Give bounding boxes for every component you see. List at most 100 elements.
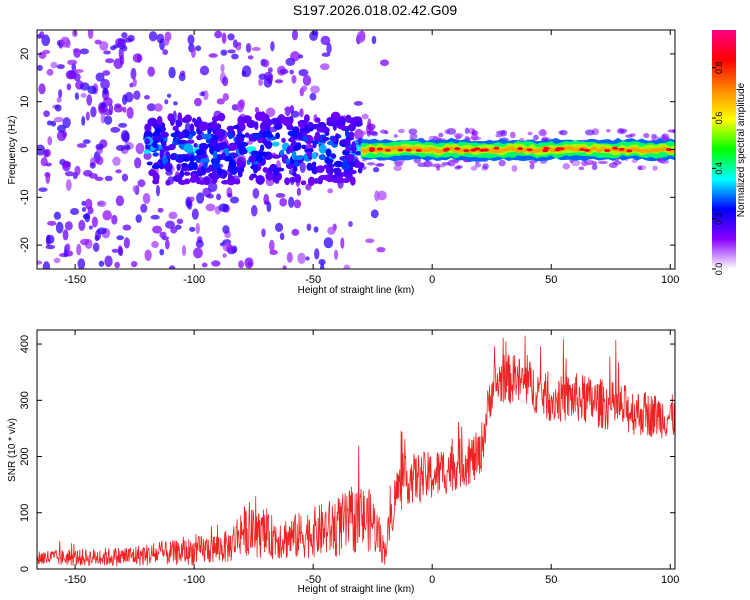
spectrogram-cell bbox=[223, 155, 233, 162]
spectrogram-cell bbox=[45, 162, 52, 167]
spectrogram-cell bbox=[293, 199, 302, 209]
spectrogram-cell bbox=[169, 116, 175, 126]
spectrogram-cell bbox=[134, 157, 142, 169]
spectrogram-cell bbox=[311, 140, 319, 145]
spectrogram-cell bbox=[79, 238, 90, 246]
spectrogram-cell bbox=[210, 120, 218, 130]
spectrogram-cell bbox=[95, 143, 104, 150]
spectrogram-cell bbox=[222, 225, 230, 234]
spectrogram-cell bbox=[318, 144, 327, 154]
spectrogram-cell bbox=[346, 153, 355, 162]
spectrogram-cell bbox=[527, 131, 533, 136]
spectrogram-cell bbox=[148, 31, 158, 42]
spectrogram-cell bbox=[667, 129, 675, 133]
spectrogram-cell bbox=[265, 133, 274, 139]
spectrogram-cell bbox=[190, 130, 197, 137]
spectrogram-cell bbox=[218, 203, 229, 212]
spectrogram-cell bbox=[104, 255, 113, 268]
spectrogram-cell bbox=[115, 37, 125, 48]
spectrogram-cell bbox=[196, 192, 205, 204]
spectrogram-cell bbox=[349, 176, 356, 186]
spectrogram-cell bbox=[316, 126, 325, 133]
spectrogram-cell bbox=[37, 64, 43, 71]
spectrogram-cell bbox=[241, 148, 248, 155]
colorbar-tick-label: 0.4 bbox=[714, 162, 724, 175]
spectrogram-cell bbox=[122, 106, 127, 113]
spectrogram-cell bbox=[637, 165, 643, 171]
spectrogram-cell bbox=[591, 164, 598, 171]
spectrogram-cell bbox=[108, 103, 114, 116]
spectrogram-cell bbox=[361, 113, 369, 120]
spectrogram-cell bbox=[118, 246, 124, 257]
spectrogram-cell bbox=[254, 107, 260, 113]
spectrogram-cell bbox=[132, 185, 137, 193]
spectrogram-cell bbox=[152, 225, 162, 234]
spectrogram-cell bbox=[281, 137, 286, 144]
spectrogram-cell bbox=[299, 161, 306, 174]
spectrogram-cell bbox=[354, 159, 360, 169]
spectrogram-cell bbox=[162, 49, 169, 56]
spectrogram-cell bbox=[215, 129, 225, 138]
spectrogram-cell bbox=[529, 162, 535, 170]
spectrogram-cell bbox=[121, 94, 128, 106]
spectrogram-cell bbox=[212, 150, 218, 159]
spectrogram-cell bbox=[73, 48, 81, 58]
spectrogram-cell bbox=[246, 146, 257, 153]
spectrogram-cell bbox=[125, 144, 131, 151]
spectrogram-cell bbox=[176, 218, 184, 225]
spectrogram-cell bbox=[266, 201, 272, 213]
spectrogram-cell bbox=[343, 168, 352, 178]
spectrogram-cell bbox=[376, 246, 386, 253]
x-tick-label: -50 bbox=[305, 574, 321, 586]
spectrogram-cell bbox=[438, 132, 444, 138]
spectrogram-peak bbox=[493, 146, 500, 150]
spectrogram-cell bbox=[135, 214, 142, 223]
spectrogram-cell bbox=[47, 220, 57, 226]
spectrogram-cell bbox=[474, 163, 482, 168]
spectrogram-cell bbox=[181, 117, 190, 124]
spectrogram-cell bbox=[81, 200, 86, 206]
spectrogram-cell bbox=[351, 144, 357, 154]
spectrogram-cell bbox=[271, 154, 281, 159]
spectrogram-cell bbox=[64, 250, 74, 257]
spectrogram-cell bbox=[348, 131, 355, 139]
spectrogram-cell bbox=[380, 129, 388, 134]
spectrogram-cell bbox=[248, 175, 254, 181]
spectrogram-cell bbox=[191, 208, 199, 220]
spectrogram-cell bbox=[82, 139, 91, 144]
spectrogram-cell bbox=[216, 98, 225, 105]
spectrogram-cell bbox=[578, 166, 585, 171]
spectrogram-cell bbox=[140, 203, 148, 213]
spectrogram-cell bbox=[50, 61, 58, 69]
spectrogram-cell bbox=[64, 221, 73, 231]
spectrogram-cell bbox=[254, 154, 263, 162]
spectrogram-cell bbox=[216, 193, 222, 201]
spectrogram-cell bbox=[85, 111, 90, 121]
spectrogram-cell bbox=[195, 45, 202, 52]
y-tick-label: -20 bbox=[19, 237, 31, 253]
spectrogram-cell bbox=[344, 129, 350, 138]
spectrogram-cell bbox=[241, 70, 247, 77]
spectrogram-cell bbox=[377, 190, 387, 201]
spectrogram-cell bbox=[251, 46, 261, 52]
spectrogram-cell bbox=[366, 130, 371, 137]
spectrogram-cell bbox=[359, 30, 366, 41]
spectrogram-cell bbox=[183, 171, 191, 176]
spectrogram-cell bbox=[326, 42, 332, 54]
spectrogram-cell bbox=[47, 136, 53, 146]
spectrogram-cell bbox=[110, 126, 121, 133]
spectrogram-cell bbox=[62, 229, 69, 241]
spectrogram-cell bbox=[102, 70, 111, 76]
spectrogram-peak bbox=[397, 148, 404, 152]
spectrogram-cell bbox=[121, 173, 129, 182]
spectrogram-cell bbox=[74, 92, 80, 100]
spectrogram-cell bbox=[268, 239, 275, 252]
spectrogram-cell bbox=[222, 93, 229, 101]
spectrogram-cell bbox=[77, 258, 86, 269]
spectrogram-cell bbox=[205, 203, 216, 212]
spectrogram-cell bbox=[289, 176, 297, 183]
spectrogram-cell bbox=[237, 127, 243, 136]
spectrogram-cell bbox=[207, 181, 218, 193]
spectrogram-cell bbox=[327, 226, 336, 235]
spectrogram-cell bbox=[178, 72, 186, 82]
